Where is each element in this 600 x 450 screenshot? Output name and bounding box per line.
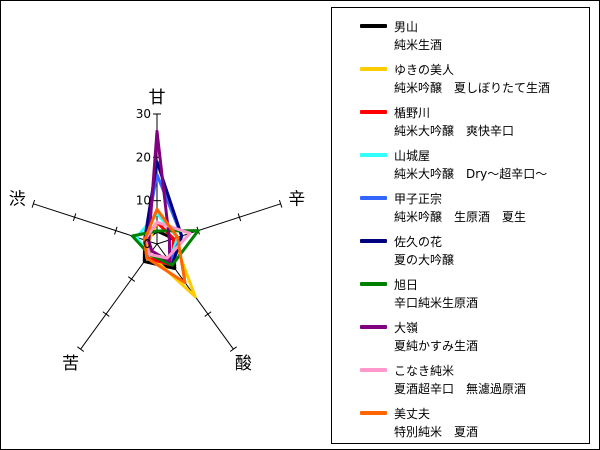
axis-tick	[237, 213, 242, 222]
legend-series-subtitle: 夏の大吟醸	[394, 253, 455, 267]
legend-swatch	[360, 368, 387, 372]
axis-tick	[229, 346, 237, 352]
legend-swatch	[360, 153, 387, 157]
legend-item: 楯野川純米大吟醸 爽快辛口	[332, 102, 589, 142]
legend-swatch	[360, 325, 387, 329]
legend-series-name: 佐久の花	[394, 235, 443, 249]
axis-label: 渋	[9, 190, 26, 210]
legend-item: 男山 純米生酒	[332, 16, 589, 56]
axis-tick	[114, 226, 118, 235]
legend-series-subtitle: 夏純かすみ生酒	[394, 339, 479, 353]
legend-item: 旭日 辛口純米生原酒	[332, 274, 589, 314]
legend-swatch	[360, 110, 387, 114]
legend-swatch	[360, 411, 387, 415]
legend-item: 山城屋純米大吟醸 Dry〜超辛口〜	[332, 145, 589, 185]
legend-swatch	[360, 282, 387, 286]
legend-series-name: 大嶺	[394, 321, 419, 335]
radial-tick-label: 30	[136, 107, 151, 121]
legend-item: 大嶺 夏純かすみ生酒	[332, 317, 589, 357]
legend-series-name: 美丈夫	[394, 407, 431, 421]
legend-item: ゆきの美人純米吟醸 夏しぼりたて生酒	[332, 59, 589, 99]
legend-series-name: 男山	[394, 20, 419, 34]
radial-tick-label: 20	[136, 150, 151, 164]
legend-item: 美丈夫特別純米 夏酒	[332, 403, 589, 443]
legend-swatch	[360, 239, 387, 243]
axis-tick	[102, 311, 110, 317]
legend-series-subtitle: 純米生酒	[394, 38, 443, 52]
axis-tick	[72, 213, 77, 222]
axis-tick	[127, 276, 136, 282]
legend-series-name: 山城屋	[394, 149, 431, 163]
series-polygon	[143, 207, 187, 285]
legend-series-subtitle: 純米大吟醸 Dry〜超辛口〜	[394, 167, 548, 181]
legend-swatch	[360, 196, 387, 200]
legend-swatch	[360, 24, 387, 28]
axis-tick	[31, 199, 36, 208]
legend-series-name: 旭日	[394, 278, 419, 292]
radial-tick-label: 0	[143, 237, 151, 251]
axis-tick	[278, 199, 283, 208]
legend-series-subtitle: 辛口純米生原酒	[394, 296, 479, 310]
legend-item: こなき純米夏酒超辛口 無濾過原酒	[332, 360, 589, 400]
axis-label: 辛	[288, 190, 305, 210]
legend-series-subtitle: 純米吟醸 生原酒 夏生	[394, 210, 527, 224]
axis-label: 甘	[149, 88, 166, 108]
legend-series-name: ゆきの美人	[394, 63, 455, 77]
radial-tick-label: 10	[136, 194, 151, 208]
legend: 男山 純米生酒 ゆきの美人 純米吟醸 夏しぼりたて生酒 楯野川 純米大吟醸 爽快辛口 山城屋…	[331, 7, 590, 444]
legend-series-name: 甲子正宗	[394, 192, 443, 206]
axis-label: 酸	[235, 354, 252, 374]
axis-tick	[204, 311, 212, 317]
legend-series-subtitle: 特別純米 夏酒	[394, 425, 479, 439]
legend-series-subtitle: 純米吟醸 夏しぼりたて生酒	[394, 81, 551, 95]
axis-tick	[77, 346, 85, 352]
legend-series-name: 楯野川	[394, 106, 431, 120]
legend-item: 佐久の花 夏の大吟醸	[332, 231, 589, 271]
series-polygon	[130, 229, 200, 267]
legend-series-subtitle: 純米大吟醸 爽快辛口	[394, 124, 515, 138]
legend-swatch	[360, 67, 387, 71]
axis-label: 苦	[62, 354, 79, 374]
legend-item: 甲子正宗純米吟醸 生原酒 夏生	[332, 188, 589, 228]
legend-series-subtitle: 夏酒超辛口 無濾過原酒	[394, 382, 527, 396]
legend-series-name: こなき純米	[394, 364, 455, 378]
